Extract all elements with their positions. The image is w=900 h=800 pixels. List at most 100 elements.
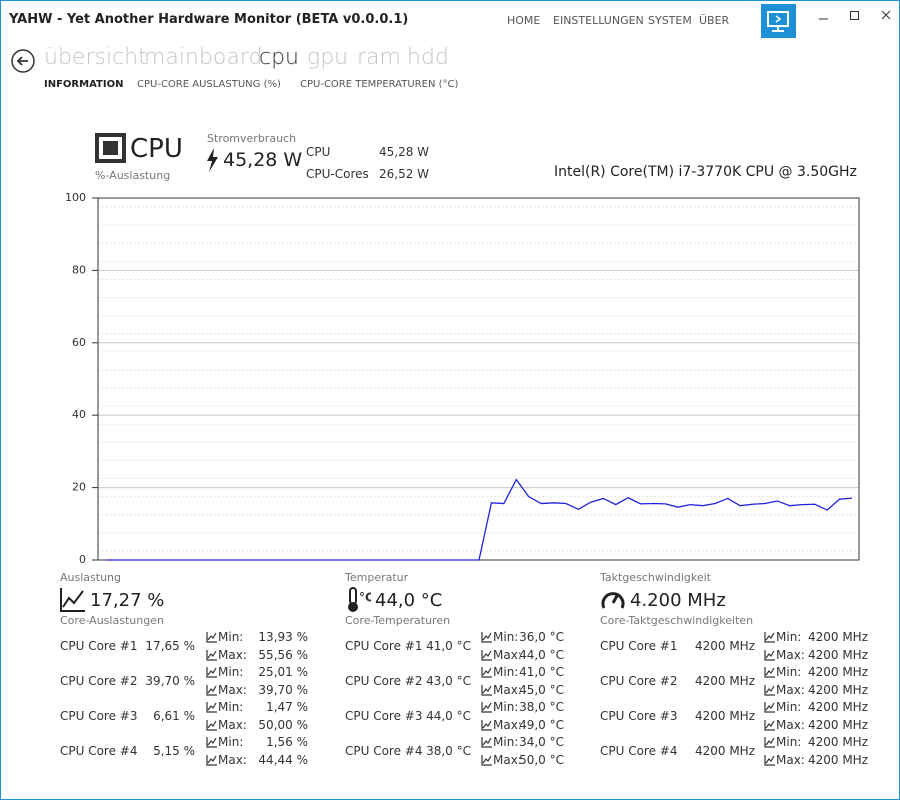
menu-item[interactable]: EINSTELLUNGEN xyxy=(553,14,644,27)
min-label: Min: xyxy=(493,700,519,714)
max-icon xyxy=(764,720,775,731)
power-row-value: 45,28 W xyxy=(379,145,430,159)
min-label: Min: xyxy=(493,630,519,644)
core-value: 4200 MHz xyxy=(694,709,755,723)
stat-title: Temperatur xyxy=(345,571,409,584)
max-label: Max: xyxy=(493,753,522,767)
min-icon xyxy=(206,702,217,713)
min-icon xyxy=(764,667,775,678)
core-value: 4200 MHz xyxy=(694,744,755,758)
max-icon xyxy=(764,755,775,766)
tab[interactable]: ram xyxy=(357,45,401,70)
max-icon xyxy=(764,650,775,661)
min-icon xyxy=(481,632,492,643)
cpu-model: Intel(R) Core(TM) i7-3770K CPU @ 3.50GHz xyxy=(554,164,857,180)
max-value: 55,56 % xyxy=(258,648,308,662)
menu-item[interactable]: ÜBER xyxy=(699,14,730,27)
max-value: 4200 MHz xyxy=(807,753,868,767)
max-label: Max: xyxy=(776,718,805,732)
stat-title: Taktgeschwindigkeit xyxy=(600,571,711,584)
core-value: 4200 MHz xyxy=(694,639,755,653)
min-value: 4200 MHz xyxy=(807,630,868,644)
max-value: 50,00 % xyxy=(258,718,308,732)
max-label: Max: xyxy=(218,648,247,662)
max-label: Max: xyxy=(776,648,805,662)
stat-value: 4.200 MHz xyxy=(630,590,726,611)
tab[interactable]: hdd xyxy=(407,45,449,70)
max-value: 44,44 % xyxy=(258,753,308,767)
gauge-icon xyxy=(601,592,625,609)
min-value: 34,0 °C xyxy=(519,735,564,749)
max-value: 4200 MHz xyxy=(807,683,868,697)
min-value: 13,93 % xyxy=(258,630,308,644)
y-tick-label: 40 xyxy=(72,408,86,421)
y-tick-label: 0 xyxy=(79,553,86,566)
subtab[interactable]: CPU-CORE TEMPERATUREN (°C) xyxy=(300,79,459,90)
core-name: CPU Core #4 xyxy=(600,744,678,758)
core-value: 38,0 °C xyxy=(426,744,471,758)
monitor-button[interactable] xyxy=(761,4,796,38)
core-name: CPU Core #4 xyxy=(345,744,423,758)
core-value: 43,0 °C xyxy=(426,674,471,688)
max-value: 39,70 % xyxy=(258,683,308,697)
min-label: Min: xyxy=(218,735,244,749)
window-controls[interactable] xyxy=(811,7,899,27)
stat-subtitle: Core-Temperaturen xyxy=(345,614,451,627)
subtab[interactable]: CPU-CORE AUSLASTUNG (%) xyxy=(137,79,281,90)
thermometer-icon: °C xyxy=(348,587,371,612)
subtab[interactable]: INFORMATION xyxy=(44,79,124,90)
svg-text:°C: °C xyxy=(359,591,371,605)
max-icon xyxy=(764,685,775,696)
cpu-icon xyxy=(95,133,126,163)
chart-icon xyxy=(60,588,85,612)
min-label: Min: xyxy=(776,735,802,749)
min-label: Min: xyxy=(493,665,519,679)
cpu-subtitle: %-Auslastung xyxy=(95,169,171,182)
max-value: 50,0 °C xyxy=(519,753,564,767)
min-label: Min: xyxy=(776,700,802,714)
core-value: 5,15 % xyxy=(153,744,195,758)
min-icon xyxy=(206,632,217,643)
max-label: Max: xyxy=(218,718,247,732)
max-icon xyxy=(206,755,217,766)
min-icon xyxy=(481,667,492,678)
max-label: Max: xyxy=(493,718,522,732)
min-value: 41,0 °C xyxy=(519,665,564,679)
min-label: Min: xyxy=(493,735,519,749)
y-tick-label: 20 xyxy=(72,481,86,494)
min-icon xyxy=(206,737,217,748)
window-title: YAHW - Yet Another Hardware Monitor (BET… xyxy=(9,12,409,27)
menu-item[interactable]: SYSTEM xyxy=(648,14,692,27)
tab[interactable]: übersicht xyxy=(44,45,147,70)
bolt-icon xyxy=(207,148,218,172)
core-name: CPU Core #2 xyxy=(60,674,138,688)
menu-item[interactable]: HOME xyxy=(507,14,541,27)
min-value: 4200 MHz xyxy=(807,700,868,714)
core-name: CPU Core #3 xyxy=(60,709,138,723)
min-label: Min: xyxy=(218,700,244,714)
cpu-name: CPU xyxy=(130,134,183,164)
min-value: 1,47 % xyxy=(266,700,308,714)
back-button[interactable] xyxy=(11,49,37,75)
min-icon xyxy=(481,702,492,713)
max-value: 44,0 °C xyxy=(519,648,564,662)
tab[interactable]: cpu xyxy=(259,45,300,70)
power-row-label: CPU-Cores xyxy=(306,167,369,181)
max-label: Max: xyxy=(218,683,247,697)
core-name: CPU Core #4 xyxy=(60,744,138,758)
min-value: 36,0 °C xyxy=(519,630,564,644)
min-value: 25,01 % xyxy=(258,665,308,679)
max-label: Max: xyxy=(493,683,522,697)
tab[interactable]: mainboard xyxy=(144,45,263,70)
stat-value: 44,0 °C xyxy=(375,590,443,611)
power-value: 45,28 W xyxy=(223,149,303,171)
core-name: CPU Core #1 xyxy=(60,639,138,653)
tab[interactable]: gpu xyxy=(307,45,349,70)
min-label: Min: xyxy=(218,630,244,644)
max-icon xyxy=(481,755,492,766)
min-value: 4200 MHz xyxy=(807,735,868,749)
max-icon xyxy=(481,685,492,696)
max-icon xyxy=(206,720,217,731)
max-label: Max: xyxy=(218,753,247,767)
